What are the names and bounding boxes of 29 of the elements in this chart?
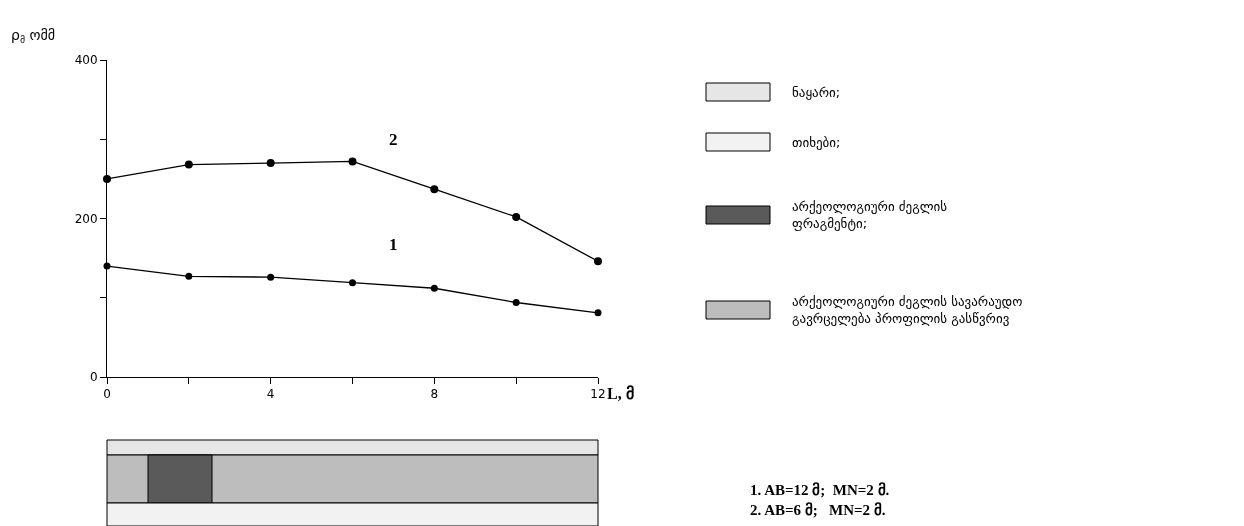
text: თიხები; — [792, 135, 841, 150]
point — [184, 160, 193, 169]
point — [266, 159, 275, 168]
point — [512, 299, 520, 307]
text: ნაყარი; — [792, 85, 841, 100]
text: 2. AB=6 მ; MN=2 მ. — [750, 502, 886, 518]
series-label: 2 — [389, 130, 398, 149]
y-tick-label: 200 — [74, 211, 98, 226]
point — [348, 157, 357, 166]
y-axis-title: ρ$_{მ}$ ომმ — [11, 27, 56, 45]
series-label: 1 — [389, 235, 398, 254]
x-tick-label: 12 — [590, 387, 606, 402]
text: არქეოლოგიური ძეგლის ფრაგმენტი; — [792, 199, 948, 231]
point — [430, 284, 438, 292]
x-tick-label: 0 — [103, 387, 111, 402]
text: არქეოლოგიური ძეგლის სავარაუდო გავრცელება პროფილის გასწვრივ — [792, 294, 1023, 326]
text: 1. AB=12 მ; MN=2 მ. — [750, 482, 890, 498]
x-axis-title: L, მ — [607, 385, 634, 402]
point — [594, 309, 602, 317]
y-tick-label: 400 — [74, 53, 98, 68]
point — [349, 279, 356, 287]
point — [185, 272, 193, 280]
point — [267, 273, 275, 281]
y-tick-label: 0 — [89, 370, 98, 385]
point — [594, 257, 602, 266]
point — [430, 185, 439, 194]
x-tick-label: 4 — [266, 387, 275, 402]
x-tick-label: 8 — [430, 387, 439, 402]
point — [512, 212, 521, 221]
